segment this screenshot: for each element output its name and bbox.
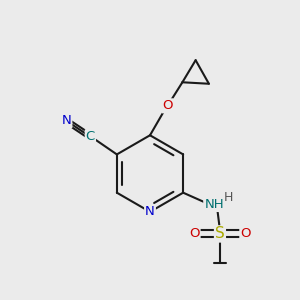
Text: H: H [224,191,233,205]
Text: O: O [240,227,251,240]
Text: NH: NH [204,198,224,211]
Text: O: O [162,99,173,112]
Text: N: N [61,114,71,127]
Text: O: O [189,227,200,240]
Text: S: S [215,226,225,242]
Text: N: N [145,205,155,218]
Text: C: C [86,130,95,143]
